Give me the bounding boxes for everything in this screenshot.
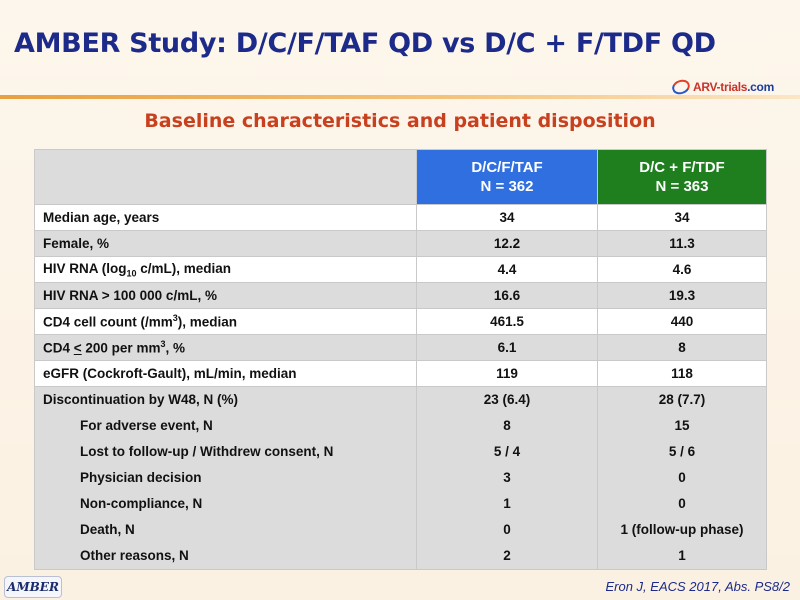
arv-logo-icon — [670, 77, 692, 97]
value-tdf: 11.3 — [597, 230, 767, 257]
table-row: Female, % 12.2 11.3 — [34, 230, 767, 257]
value-tdf: 15 — [674, 418, 690, 433]
column-header-taf: D/C/F/TAF N = 362 — [416, 149, 598, 205]
slide-title: AMBER Study: D/C/F/TAF QD vs D/C + F/TDF… — [14, 28, 716, 59]
value-tdf: 5 / 6 — [668, 444, 696, 459]
value-taf: 23 (6.4) — [483, 392, 531, 407]
value-taf: 2 — [503, 548, 511, 563]
table-row: HIV RNA (log10 c/mL), median 4.4 4.6 — [34, 256, 767, 283]
disc-label: Death, N — [80, 522, 135, 537]
row-label: HIV RNA > 100 000 c/mL, % — [34, 282, 417, 309]
value-tdf: 4.6 — [597, 256, 767, 283]
value-taf: 16.6 — [416, 282, 598, 309]
value-taf: 8 — [503, 418, 511, 433]
value-tdf: 34 — [597, 204, 767, 231]
table-row: HIV RNA > 100 000 c/mL, % 16.6 19.3 — [34, 282, 767, 309]
value-tdf: 1 (follow-up phase) — [620, 522, 744, 537]
row-label: HIV RNA (log10 c/mL), median — [34, 256, 417, 283]
baseline-table: D/C/F/TAF N = 362 D/C + F/TDF N = 363 Me… — [34, 149, 767, 570]
disc-label: For adverse event, N — [80, 418, 213, 433]
row-label: CD4 cell count (/mm3), median — [34, 308, 417, 335]
slide-subtitle: Baseline characteristics and patient dis… — [144, 110, 656, 132]
value-taf: 461.5 — [416, 308, 598, 335]
discontinuation-values-taf: 23 (6.4) 8 5 / 4 3 1 0 2 — [416, 386, 598, 570]
header-blank-cell — [34, 149, 417, 205]
row-label: CD4 < 200 per mm3, % — [34, 334, 417, 361]
value-tdf: 440 — [597, 308, 767, 335]
value-tdf: 118 — [597, 360, 767, 387]
value-taf: 119 — [416, 360, 598, 387]
value-tdf: 19.3 — [597, 282, 767, 309]
row-label: Median age, years — [34, 204, 417, 231]
discontinuation-values-tdf: 28 (7.7) 15 5 / 6 0 0 1 (follow-up phase… — [597, 386, 767, 570]
value-taf: 0 — [503, 522, 511, 537]
value-tdf: 28 (7.7) — [658, 392, 706, 407]
logo-text: ARV-trials.com — [693, 80, 774, 94]
value-tdf: 0 — [678, 470, 686, 485]
citation: Eron J, EACS 2017, Abs. PS8/2 — [605, 579, 790, 594]
table-header-row: D/C/F/TAF N = 362 D/C + F/TDF N = 363 — [34, 149, 767, 205]
arv-trials-logo: ARV-trials.com — [670, 76, 774, 98]
table-row: CD4 cell count (/mm3), median 461.5 440 — [34, 308, 767, 335]
title-divider — [0, 95, 800, 99]
value-tdf: 8 — [597, 334, 767, 361]
row-label: Female, % — [34, 230, 417, 257]
discontinuation-row: Discontinuation by W48, N (%) For advers… — [34, 386, 767, 570]
disc-label: Discontinuation by W48, N (%) — [43, 392, 239, 407]
value-taf: 4.4 — [416, 256, 598, 283]
disc-label: Lost to follow-up / Withdrew consent, N — [80, 444, 334, 459]
table-row: eGFR (Cockroft-Gault), mL/min, median 11… — [34, 360, 767, 387]
value-taf: 3 — [503, 470, 511, 485]
disc-label: Physician decision — [80, 470, 202, 485]
row-label: eGFR (Cockroft-Gault), mL/min, median — [34, 360, 417, 387]
disc-label: Other reasons, N — [80, 548, 189, 563]
value-taf: 12.2 — [416, 230, 598, 257]
amber-badge: AMBER — [4, 576, 62, 598]
discontinuation-labels: Discontinuation by W48, N (%) For advers… — [34, 386, 417, 570]
value-tdf: 0 — [678, 496, 686, 511]
value-taf: 34 — [416, 204, 598, 231]
column-header-tdf: D/C + F/TDF N = 363 — [597, 149, 767, 205]
value-taf: 1 — [503, 496, 511, 511]
table-row: Median age, years 34 34 — [34, 204, 767, 231]
disc-label: Non-compliance, N — [80, 496, 203, 511]
value-tdf: 1 — [678, 548, 686, 563]
value-taf: 5 / 4 — [493, 444, 521, 459]
value-taf: 6.1 — [416, 334, 598, 361]
table-row: CD4 < 200 per mm3, % 6.1 8 — [34, 334, 767, 361]
